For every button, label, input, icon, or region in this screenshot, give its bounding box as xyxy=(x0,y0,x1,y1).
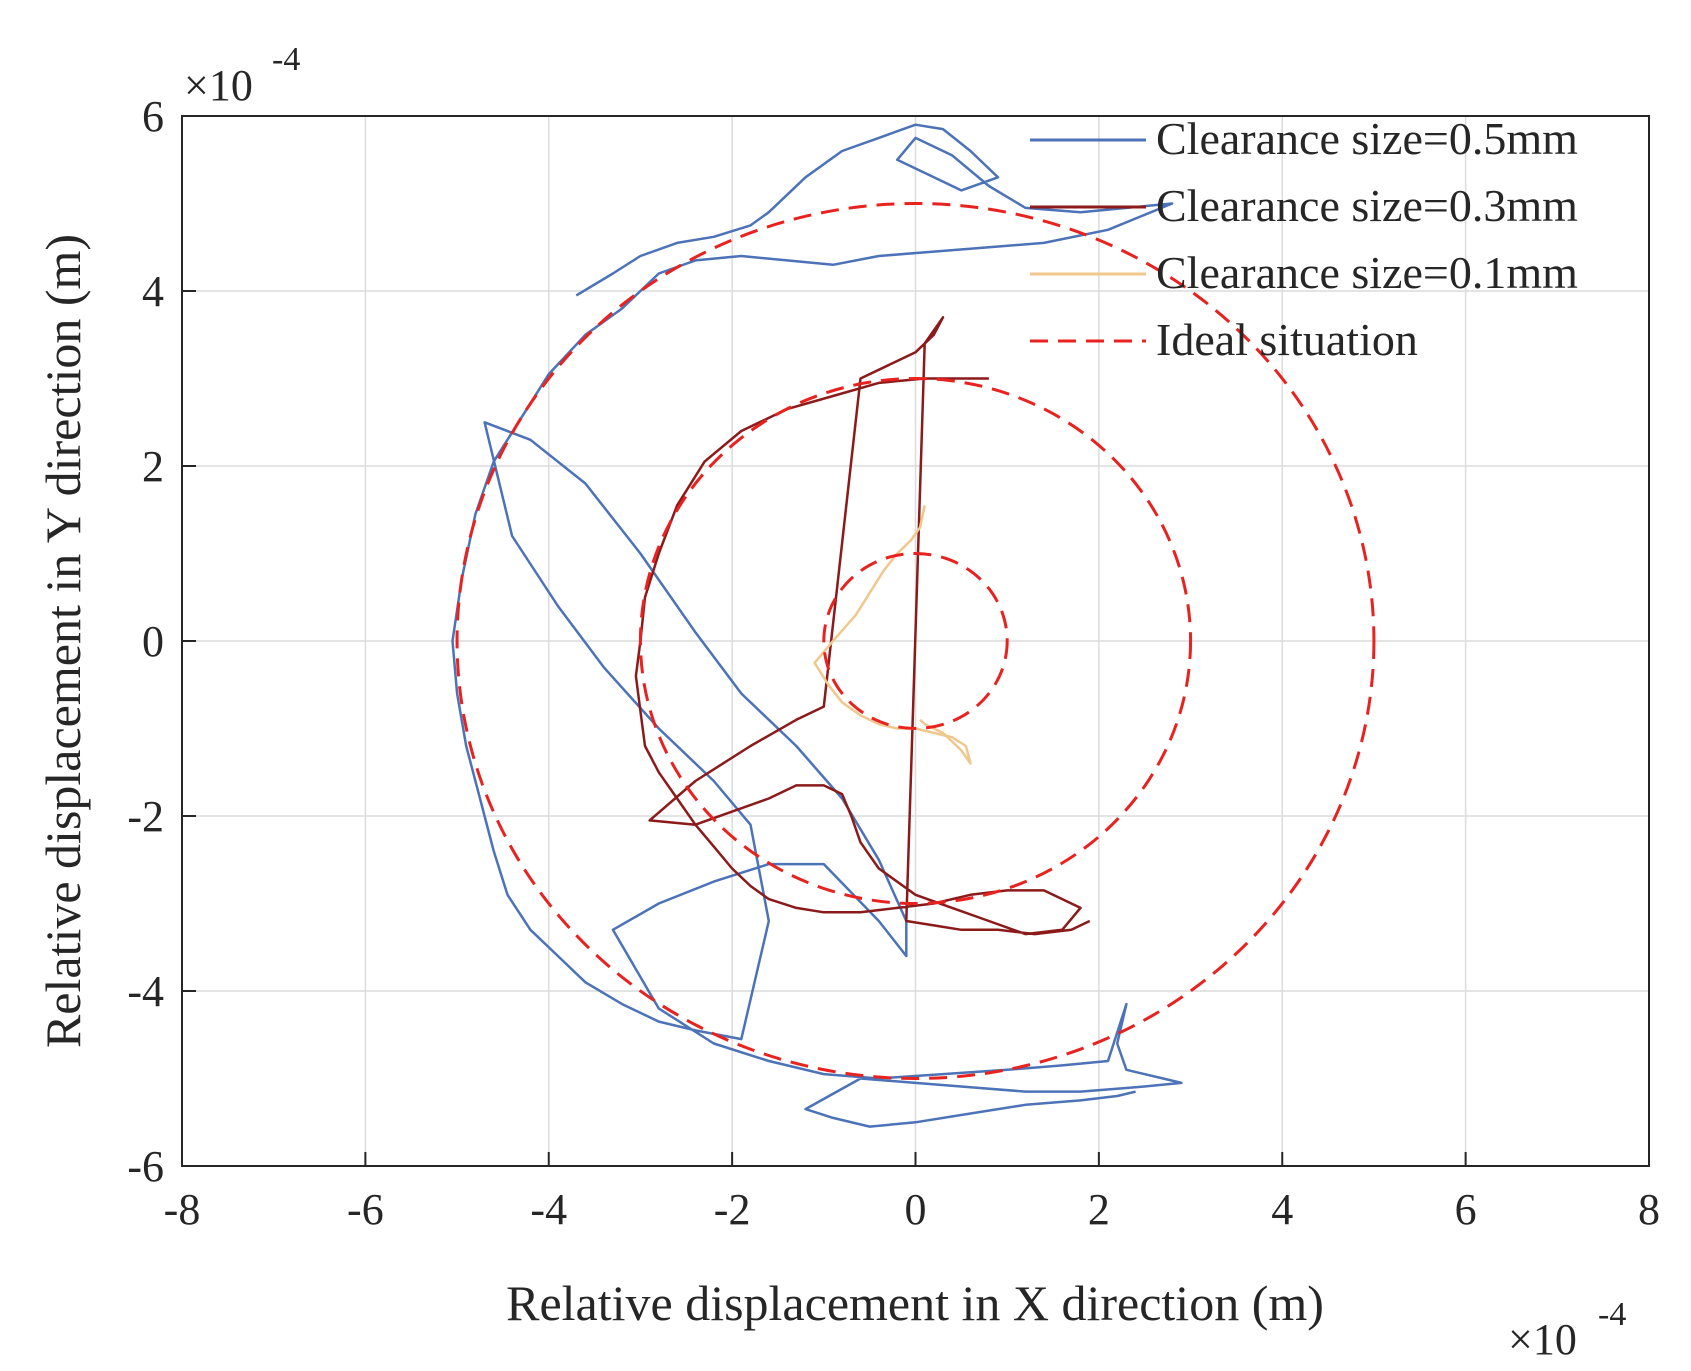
y-axis-label: Relative displacement in Y direction (m) xyxy=(35,234,91,1048)
x-tick-label: -4 xyxy=(530,1185,567,1234)
y-multiplier-base: ×10 xyxy=(184,61,253,110)
y-tick-label: 2 xyxy=(142,442,164,491)
x-tick-label: 2 xyxy=(1088,1185,1110,1234)
y-tick-label: -4 xyxy=(127,967,164,1016)
legend-entry-label: Clearance size=0.3mm xyxy=(1156,180,1578,231)
series-layer xyxy=(451,123,1376,1128)
y-tick-label: 4 xyxy=(142,267,164,316)
y-tick-label: 0 xyxy=(142,617,164,666)
x-multiplier-exponent: -4 xyxy=(1598,1296,1626,1333)
y-multiplier-exponent: -4 xyxy=(272,41,300,78)
legend-entry-label: Clearance size=0.5mm xyxy=(1156,113,1578,164)
x-tick-label: -2 xyxy=(714,1185,751,1234)
legend: Clearance size=0.5mm Clearance size=0.3mm… xyxy=(1030,113,1578,365)
series-line xyxy=(634,316,1091,936)
y-tick-label: -2 xyxy=(127,792,164,841)
x-tick-label: 8 xyxy=(1638,1185,1660,1234)
x-axis-label: Relative displacement in X direction (m) xyxy=(506,1275,1324,1331)
ideal-circle xyxy=(455,202,1376,1080)
y-tick-label: -6 xyxy=(127,1142,164,1191)
x-tick-label: -8 xyxy=(164,1185,201,1234)
ideal-circle xyxy=(822,552,1009,730)
y-tick-label: 6 xyxy=(142,92,164,141)
legend-entry-label: Ideal situation xyxy=(1156,314,1418,365)
x-tick-label: -6 xyxy=(347,1185,384,1234)
x-tick-label: 6 xyxy=(1455,1185,1477,1234)
x-multiplier-base: ×10 xyxy=(1508,1315,1577,1364)
x-tick-label: 4 xyxy=(1271,1185,1293,1234)
ideal-circle xyxy=(638,377,1193,905)
grid xyxy=(182,116,1649,1166)
series-line xyxy=(813,505,972,765)
x-tick-label: 0 xyxy=(905,1185,927,1234)
y-multiplier: ×10 -4 xyxy=(184,41,300,110)
x-multiplier: ×10 -4 xyxy=(1508,1296,1626,1364)
legend-entry-label: Clearance size=0.1mm xyxy=(1156,247,1578,298)
